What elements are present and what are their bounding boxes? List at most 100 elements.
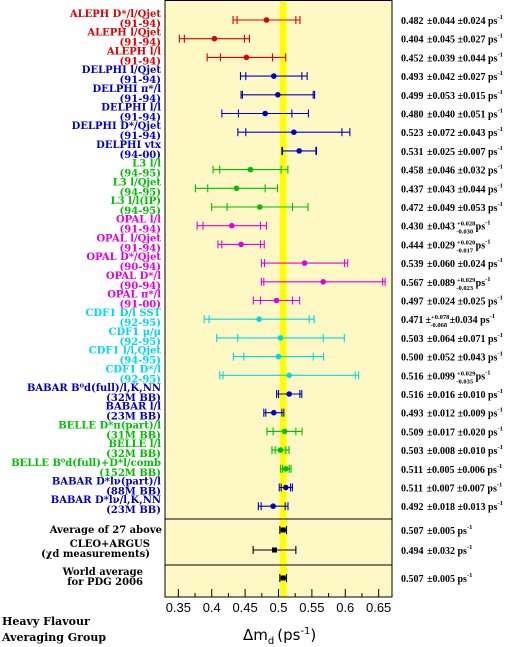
measurement-23-value-exp: -1	[497, 444, 502, 451]
measurement-1-label: ALEPH l/Qjet	[86, 28, 161, 39]
measurement-14-errorbar	[260, 277, 386, 286]
measurement-8-value-rest: ±0.046 ±0.032 ps	[425, 166, 498, 177]
measurement-16-sublabel: (92-95)	[120, 318, 161, 329]
measurement-7-value-rest: ±0.025 ±0.007 ps	[425, 147, 498, 158]
measurement-21-point	[271, 409, 277, 416]
measurement-5-errorbar	[221, 109, 309, 118]
measurement-14-value: 0.567 ±0.089 +0.029 -0.023 ps-1	[401, 276, 491, 292]
summary-average-value: 0.507 ±0.005 ps-1	[401, 524, 472, 537]
measurement-11-value-main: 0.430	[401, 222, 424, 233]
measurement-19-errorbar	[219, 371, 360, 380]
measurement-15-value-rest: ±0.024 ±0.025 ps	[425, 297, 498, 308]
measurement-7-value: 0.531 ±0.025 ±0.007 ps-1	[401, 145, 503, 158]
measurement-6-value-main: 0.523	[401, 128, 424, 139]
measurement-16-value-rest: ±0.034 ps	[447, 315, 490, 326]
world-average-value-exp: -1	[467, 572, 472, 579]
measurement-23-value-rest: ±0.008 ±0.010 ps	[425, 446, 498, 457]
measurement-24-value-rest: ±0.005 ±0.006 ps	[424, 465, 497, 476]
measurement-8-value-exp: -1	[497, 164, 502, 171]
measurement-20-sublabel: (32M BB)	[106, 393, 161, 404]
measurement-25-value-main: 0.511	[401, 484, 423, 495]
measurement-3-value: 0.493 ±0.042 ±0.027 ps-1	[401, 70, 503, 83]
measurement-16-value-main: 0.471	[401, 315, 424, 326]
x-tick-label-6: 0.65	[366, 600, 391, 615]
measurement-26-value-rest: ±0.018 ±0.013 ps	[425, 502, 498, 513]
measurement-3-value-main: 0.493	[401, 72, 424, 83]
measurement-23-point	[277, 447, 284, 453]
measurement-5-label: DELPHI l/l	[101, 103, 161, 114]
measurement-23-value-main: 0.503	[401, 446, 424, 457]
measurement-9-value-exp: -1	[497, 182, 502, 189]
measurement-12-value-upper: +0.020	[457, 239, 475, 246]
measurement-23-sublabel: (32M BB)	[106, 449, 161, 460]
measurement-0-point	[263, 17, 270, 23]
measurement-26-label: BABAR D*lν/l,K,NN	[51, 495, 161, 506]
measurement-5-value-main: 0.480	[401, 110, 424, 121]
measurement-25-value-rest: ±0.007 ±0.007 ps	[424, 484, 497, 495]
measurement-0-value-main: 0.482	[401, 16, 424, 27]
measurement-22-sublabel: (31M BB)	[106, 430, 161, 441]
summary-cleo-argus-value-exp: -1	[467, 544, 472, 551]
measurement-5-point	[262, 110, 268, 117]
measurement-5-value-rest: ±0.040 ±0.051 ps	[425, 110, 498, 121]
measurement-9-value-rest: ±0.043 ±0.044 ps	[425, 184, 498, 195]
measurement-12-value-exp: -1	[485, 238, 490, 245]
measurement-22-errorbar	[266, 427, 303, 436]
measurement-8-value-main: 0.458	[401, 166, 424, 177]
measurement-20-value: 0.516 ±0.016 ±0.010 ps-1	[401, 388, 503, 401]
measurement-16-value: 0.471 ±+0.078 -0.068 ±0.034 ps-1	[401, 313, 495, 329]
measurement-21-value-exp: -1	[497, 407, 502, 414]
measurement-4-point	[275, 92, 281, 98]
measurement-4-label: DELPHI π*/l	[93, 84, 162, 95]
measurement-16-errorbar	[203, 315, 315, 324]
measurement-2-value-exp: -1	[497, 51, 502, 58]
measurement-6-value-rest: ±0.072 ±0.043 ps	[425, 128, 498, 139]
measurement-4-sublabel: (91-94)	[120, 94, 161, 105]
measurement-14-value-unit: ps	[473, 278, 485, 289]
measurement-9-value-main: 0.437	[401, 184, 424, 195]
measurement-6-value-exp: -1	[497, 126, 502, 133]
measurement-19-value-main: 0.516	[401, 371, 424, 382]
measurement-18-label: CDF1 l/l,Qjet	[89, 346, 162, 357]
measurement-4-value: 0.499 ±0.053 ±0.015 ps-1	[401, 89, 503, 102]
measurement-6-value: 0.523 ±0.072 ±0.043 ps-1	[401, 126, 503, 139]
x-tick-label-2: 0.45	[232, 600, 257, 615]
measurement-6-errorbar	[237, 128, 351, 137]
measurement-11-errorbar	[196, 221, 267, 230]
measurement-12-errorbar	[217, 240, 265, 249]
measurement-6-label: DELPHI D*/Qjet	[72, 121, 162, 132]
summary-average-value-exp: -1	[467, 524, 472, 531]
measurement-22-value-main: 0.509	[401, 427, 424, 438]
measurement-23-value: 0.503 ±0.008 ±0.010 ps-1	[401, 444, 503, 457]
measurement-10-point	[257, 204, 263, 210]
world-average-label: World average	[62, 567, 143, 578]
measurement-21-sublabel: (23M BB)	[106, 412, 161, 423]
measurement-16-value-lower: -0.068	[430, 322, 448, 329]
measurement-20-label: BABAR B⁰d(full)/l,K,NN	[27, 383, 161, 394]
measurement-16-label: CDF1 D/l SST	[86, 308, 162, 319]
measurement-11-value: 0.430 ±0.043 +0.028 -0.030 ps-1	[401, 220, 491, 236]
measurement-17-label: CDF1 μ/μ	[109, 327, 161, 338]
measurement-26-point	[270, 503, 276, 510]
measurement-18-value: 0.500 ±0.052 ±0.043 ps-1	[401, 351, 503, 364]
measurement-14-sublabel: (90-94)	[120, 281, 161, 292]
measurement-19-value-exp: -1	[485, 369, 490, 376]
measurement-7-sublabel: (94-00)	[120, 150, 161, 161]
measurement-13-value: 0.539 ±0.060 ±0.024 ps-1	[401, 257, 503, 270]
measurement-17-value-main: 0.503	[401, 334, 424, 345]
measurement-7-value-main: 0.531	[401, 147, 424, 158]
measurement-24-sublabel: (152M BB)	[99, 468, 161, 479]
group-label-line1: Heavy Flavour	[2, 615, 90, 628]
x-tick-label-0: 0.35	[166, 600, 191, 615]
summary-cleo-argus-sublabel: (χd measurements)	[41, 549, 150, 560]
measurement-20-errorbar	[276, 390, 303, 398]
measurement-8-point	[247, 166, 254, 173]
measurement-8-errorbar	[212, 165, 289, 174]
measurement-12-value-main: 0.444	[401, 240, 424, 251]
measurement-10-errorbar	[211, 203, 309, 211]
measurement-12-point	[238, 241, 244, 248]
measurement-4-value-exp: -1	[497, 89, 502, 96]
world-average-value: 0.507 ±0.005 ps-1	[401, 572, 472, 585]
measurement-0-value-rest: ±0.044 ±0.024 ps	[425, 16, 498, 27]
x-axis-label-sub: d	[268, 636, 274, 647]
